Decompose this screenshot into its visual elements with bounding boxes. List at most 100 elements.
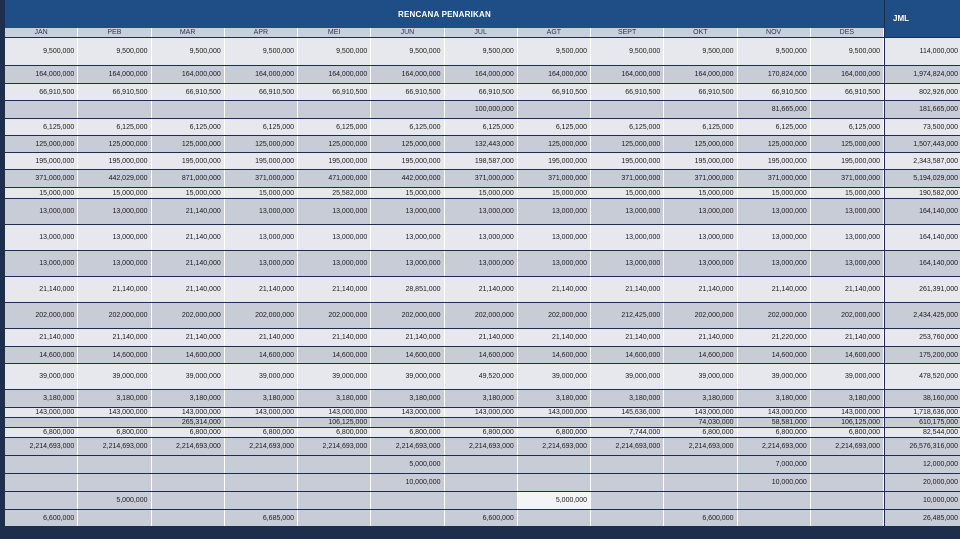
cell-total[interactable]: 175,200,000 — [885, 347, 960, 363]
cell-jan[interactable]: 15,000,000 — [5, 188, 79, 198]
cell-total[interactable]: 164,140,000 — [885, 251, 960, 276]
cell-jun[interactable] — [371, 101, 445, 118]
cell-mei[interactable] — [298, 456, 372, 473]
cell-jan[interactable]: 195,000,000 — [5, 153, 79, 169]
cell-jul[interactable]: 143,000,000 — [444, 408, 518, 417]
cell-apr[interactable]: 39,000,000 — [224, 364, 298, 389]
cell-des[interactable]: 371,000,000 — [810, 170, 884, 187]
cell-total[interactable]: 5,194,029,000 — [885, 170, 960, 187]
cell-jan[interactable] — [5, 474, 79, 491]
cell-total[interactable]: 190,582,000 — [885, 188, 960, 198]
cell-sept[interactable]: 125,000,000 — [591, 136, 665, 152]
cell-des[interactable]: 6,800,000 — [810, 428, 884, 437]
cell-okt[interactable] — [664, 456, 738, 473]
cell-sept[interactable]: 15,000,000 — [591, 188, 665, 198]
cell-mar[interactable]: 143,000,000 — [151, 408, 225, 417]
cell-total[interactable]: 20,000,000 — [885, 474, 960, 491]
cell-okt[interactable]: 21,140,000 — [664, 329, 738, 346]
cell-agt[interactable] — [517, 456, 591, 473]
cell-peb[interactable] — [78, 418, 152, 427]
cell-okt[interactable] — [664, 492, 738, 509]
cell-peb[interactable]: 164,000,000 — [78, 66, 152, 83]
cell-sept[interactable]: 2,214,693,000 — [591, 438, 665, 455]
cell-jan[interactable]: 39,000,000 — [5, 364, 79, 389]
cell-jan[interactable]: 13,000,000 — [5, 225, 79, 250]
cell-peb[interactable] — [78, 510, 152, 526]
cell-mar[interactable] — [151, 474, 225, 491]
cell-mar[interactable]: 265,314,000 — [151, 418, 225, 427]
cell-okt[interactable]: 143,000,000 — [664, 408, 738, 417]
month-header-jul[interactable]: JUL — [444, 28, 518, 37]
cell-sept[interactable]: 9,500,000 — [591, 38, 665, 65]
cell-jun[interactable]: 14,600,000 — [371, 347, 445, 363]
cell-jul[interactable]: 13,000,000 — [444, 199, 518, 224]
cell-okt[interactable]: 371,000,000 — [664, 170, 738, 187]
cell-okt[interactable]: 13,000,000 — [664, 251, 738, 276]
cell-peb[interactable]: 6,800,000 — [78, 428, 152, 437]
cell-mei[interactable]: 195,000,000 — [298, 153, 372, 169]
cell-total[interactable]: 82,544,000 — [885, 428, 960, 437]
cell-des[interactable] — [810, 492, 884, 509]
cell-jan[interactable]: 6,600,000 — [5, 510, 79, 526]
cell-jan[interactable]: 2,214,693,000 — [5, 438, 79, 455]
cell-jun[interactable]: 66,910,500 — [371, 84, 445, 100]
cell-total[interactable]: 12,000,000 — [885, 456, 960, 473]
cell-jun[interactable]: 2,214,693,000 — [371, 438, 445, 455]
cell-jan[interactable]: 202,000,000 — [5, 303, 79, 328]
cell-jun[interactable]: 39,000,000 — [371, 364, 445, 389]
cell-total[interactable]: 802,926,000 — [885, 84, 960, 100]
cell-jan[interactable]: 13,000,000 — [5, 251, 79, 276]
cell-total[interactable]: 2,434,425,000 — [885, 303, 960, 328]
cell-jun[interactable]: 164,000,000 — [371, 66, 445, 83]
cell-total[interactable]: 253,760,000 — [885, 329, 960, 346]
cell-des[interactable]: 15,000,000 — [810, 188, 884, 198]
cell-okt[interactable]: 6,125,000 — [664, 119, 738, 135]
cell-okt[interactable]: 202,000,000 — [664, 303, 738, 328]
cell-total[interactable]: 38,160,000 — [885, 390, 960, 407]
cell-apr[interactable]: 21,140,000 — [224, 329, 298, 346]
cell-des[interactable]: 9,500,000 — [810, 38, 884, 65]
cell-des[interactable]: 106,125,000 — [810, 418, 884, 427]
cell-mei[interactable]: 14,600,000 — [298, 347, 372, 363]
cell-apr[interactable] — [224, 418, 298, 427]
cell-jun[interactable]: 143,000,000 — [371, 408, 445, 417]
cell-total[interactable]: 1,718,636,000 — [885, 408, 960, 417]
cell-des[interactable]: 14,600,000 — [810, 347, 884, 363]
cell-des[interactable]: 125,000,000 — [810, 136, 884, 152]
cell-nov[interactable]: 202,000,000 — [737, 303, 811, 328]
cell-mar[interactable]: 871,000,000 — [151, 170, 225, 187]
cell-sept[interactable]: 39,000,000 — [591, 364, 665, 389]
cell-apr[interactable]: 14,600,000 — [224, 347, 298, 363]
cell-agt[interactable]: 143,000,000 — [517, 408, 591, 417]
cell-peb[interactable]: 13,000,000 — [78, 225, 152, 250]
cell-apr[interactable]: 6,800,000 — [224, 428, 298, 437]
cell-sept[interactable] — [591, 492, 665, 509]
cell-agt[interactable]: 39,000,000 — [517, 364, 591, 389]
cell-total[interactable]: 26,485,000 — [885, 510, 960, 526]
cell-mei[interactable]: 13,000,000 — [298, 251, 372, 276]
cell-apr[interactable] — [224, 101, 298, 118]
cell-apr[interactable] — [224, 492, 298, 509]
cell-jun[interactable]: 15,000,000 — [371, 188, 445, 198]
cell-peb[interactable]: 13,000,000 — [78, 199, 152, 224]
cell-jul[interactable]: 15,000,000 — [444, 188, 518, 198]
cell-sept[interactable]: 66,910,500 — [591, 84, 665, 100]
cell-apr[interactable] — [224, 456, 298, 473]
cell-apr[interactable]: 3,180,000 — [224, 390, 298, 407]
cell-agt[interactable]: 371,000,000 — [517, 170, 591, 187]
cell-total[interactable]: 261,391,000 — [885, 277, 960, 302]
cell-jun[interactable]: 10,000,000 — [371, 474, 445, 491]
cell-agt[interactable]: 21,140,000 — [517, 329, 591, 346]
cell-apr[interactable]: 13,000,000 — [224, 251, 298, 276]
cell-nov[interactable]: 13,000,000 — [737, 225, 811, 250]
month-header-apr[interactable]: APR — [224, 28, 298, 37]
cell-jul[interactable]: 14,600,000 — [444, 347, 518, 363]
cell-jul[interactable]: 371,000,000 — [444, 170, 518, 187]
cell-agt[interactable]: 2,214,693,000 — [517, 438, 591, 455]
cell-mei[interactable]: 202,000,000 — [298, 303, 372, 328]
cell-nov[interactable]: 58,581,000 — [737, 418, 811, 427]
cell-peb[interactable] — [78, 456, 152, 473]
cell-jan[interactable] — [5, 456, 79, 473]
cell-apr[interactable] — [224, 474, 298, 491]
cell-mar[interactable]: 21,140,000 — [151, 277, 225, 302]
